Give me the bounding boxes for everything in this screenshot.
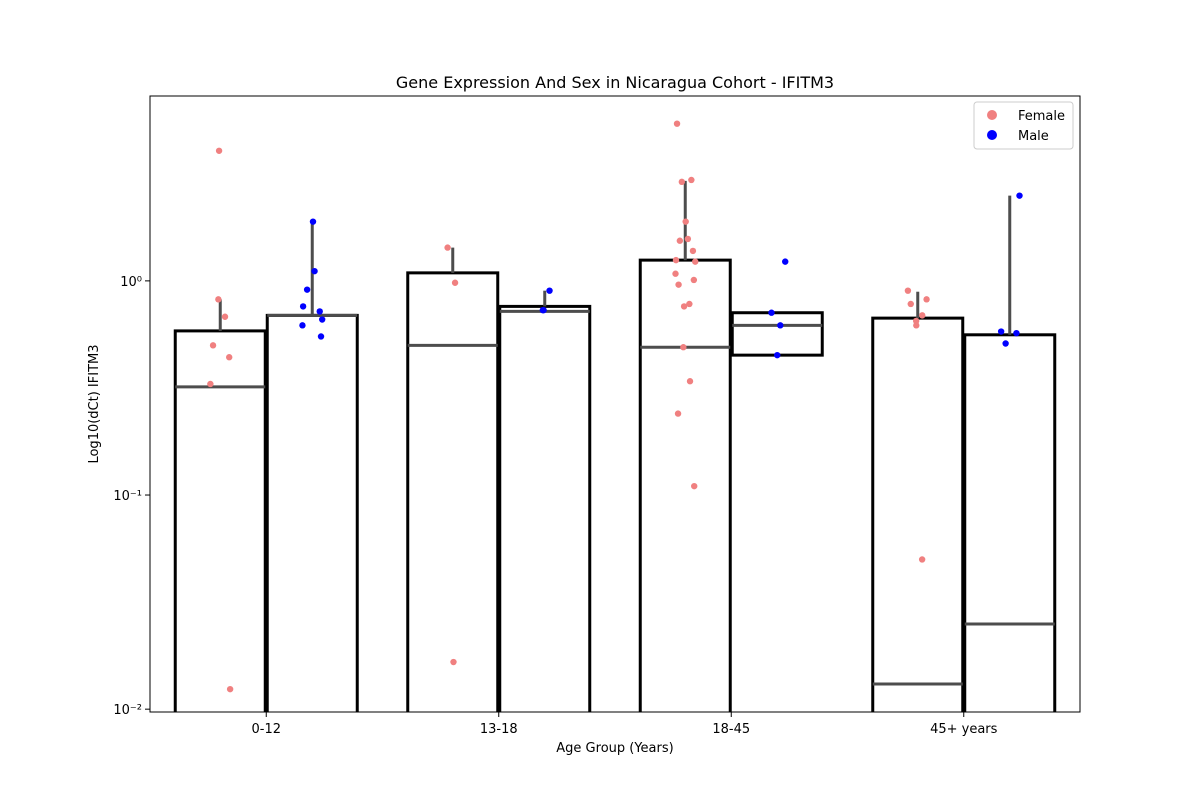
strip-point xyxy=(919,312,926,319)
strip-point xyxy=(1016,192,1023,199)
chart-title: Gene Expression And Sex in Nicaragua Coh… xyxy=(396,73,834,92)
y-tick-label: 10⁻² xyxy=(113,703,142,718)
strip-point xyxy=(226,685,234,693)
strip-point xyxy=(678,178,686,186)
strip-point xyxy=(997,328,1005,335)
strip-point xyxy=(674,410,682,417)
strip-point xyxy=(907,300,914,308)
strip-point xyxy=(540,306,547,314)
box xyxy=(638,258,732,712)
box xyxy=(265,313,359,712)
strip-point xyxy=(221,313,229,320)
strip-point xyxy=(923,296,930,303)
plot-area xyxy=(173,120,1057,712)
strip-point xyxy=(690,276,698,284)
strip-point xyxy=(686,300,693,308)
strip-point xyxy=(226,354,233,361)
strip-point xyxy=(680,344,687,351)
strip-point xyxy=(209,342,217,349)
box xyxy=(173,329,267,712)
strip-point xyxy=(546,287,553,294)
box xyxy=(730,311,824,357)
strip-point xyxy=(682,218,689,225)
strip-point xyxy=(672,256,680,264)
strip-point xyxy=(207,380,214,388)
strip-point xyxy=(688,176,695,184)
strip-point xyxy=(672,270,679,277)
strip-point xyxy=(317,333,325,340)
strip-point xyxy=(904,287,912,294)
strip-point xyxy=(691,482,698,490)
axes-frame xyxy=(149,95,1081,713)
strip-point xyxy=(451,279,459,286)
strip-point xyxy=(913,322,920,329)
legend-label: Male xyxy=(1018,129,1049,144)
strip-point xyxy=(768,309,775,316)
strip-point xyxy=(299,322,306,329)
strip-point xyxy=(673,120,681,127)
strip-point xyxy=(215,147,223,154)
strip-point xyxy=(215,296,222,303)
strip-point xyxy=(676,237,684,244)
strip-point xyxy=(684,235,692,243)
box xyxy=(963,333,1057,712)
y-axis-label: Log10(dCt) IFITM3 xyxy=(87,344,102,463)
strip-point xyxy=(675,281,682,288)
strip-point xyxy=(918,556,926,563)
x-tick-label: 0-12 xyxy=(251,722,281,737)
box xyxy=(498,304,592,712)
x-tick-label: 45+ years xyxy=(930,722,998,737)
legend-marker xyxy=(987,110,997,120)
legend: Female Male xyxy=(973,101,1074,150)
strip-point xyxy=(318,316,326,323)
strip-point xyxy=(311,267,318,275)
strip-point xyxy=(444,244,451,251)
strip-point xyxy=(774,351,781,359)
strip-point xyxy=(316,308,323,315)
legend-frame xyxy=(973,101,1074,150)
strip-point xyxy=(782,258,789,265)
x-axis-label: Age Group (Years) xyxy=(556,741,673,756)
strip-point xyxy=(1002,340,1009,347)
strip-point xyxy=(450,658,457,666)
x-tick-label: 13-18 xyxy=(480,722,518,737)
strip-point xyxy=(692,258,699,265)
strip-point xyxy=(680,303,688,310)
strip-point xyxy=(686,378,694,385)
strip-point xyxy=(309,218,317,225)
strip-point xyxy=(689,247,697,255)
legend-label: Female xyxy=(1018,109,1065,124)
strip-point xyxy=(777,322,784,329)
x-tick-label: 18-45 xyxy=(712,722,750,737)
y-tick-label: 10⁰ xyxy=(120,275,142,290)
y-tick-label: 10⁻¹ xyxy=(113,489,142,504)
strip-point xyxy=(303,286,311,293)
legend-marker xyxy=(987,130,997,140)
strip-point xyxy=(1013,329,1020,337)
strip-point xyxy=(299,303,307,310)
